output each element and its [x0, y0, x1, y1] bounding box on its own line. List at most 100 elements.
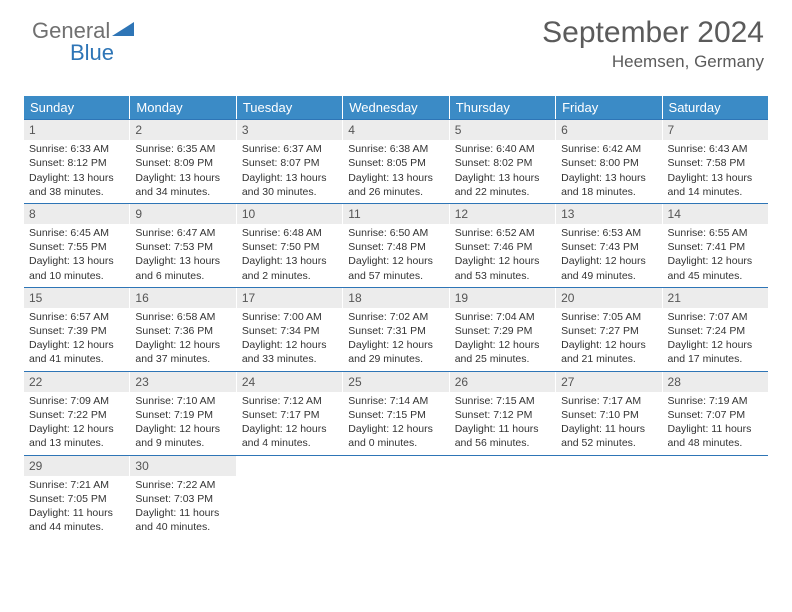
day-cell: 19Sunrise: 7:04 AMSunset: 7:29 PMDayligh… [450, 288, 556, 371]
day-cell: 10Sunrise: 6:48 AMSunset: 7:50 PMDayligh… [237, 204, 343, 287]
day-details: Sunrise: 6:58 AMSunset: 7:36 PMDaylight:… [130, 310, 235, 371]
logo: General Blue [32, 18, 134, 44]
day-cell: 24Sunrise: 7:12 AMSunset: 7:17 PMDayligh… [237, 372, 343, 455]
day-number: 22 [24, 372, 129, 392]
day-header: Sunday [24, 96, 130, 119]
day-details: Sunrise: 7:17 AMSunset: 7:10 PMDaylight:… [556, 394, 661, 455]
sunrise-line: Sunrise: 7:17 AM [561, 394, 656, 408]
day-cell: 8Sunrise: 6:45 AMSunset: 7:55 PMDaylight… [24, 204, 130, 287]
day-number: 27 [556, 372, 661, 392]
daylight-line: Daylight: 12 hours and 25 minutes. [455, 338, 550, 366]
sunset-line: Sunset: 7:29 PM [455, 324, 550, 338]
day-number: 6 [556, 120, 661, 140]
daylight-line: Daylight: 11 hours and 56 minutes. [455, 422, 550, 450]
day-number: 4 [343, 120, 448, 140]
daylight-line: Daylight: 12 hours and 33 minutes. [242, 338, 337, 366]
day-details: Sunrise: 6:52 AMSunset: 7:46 PMDaylight:… [450, 226, 555, 287]
logo-text-blue: Blue [70, 40, 114, 66]
day-cell: 2Sunrise: 6:35 AMSunset: 8:09 PMDaylight… [130, 120, 236, 203]
daylight-line: Daylight: 11 hours and 44 minutes. [29, 506, 124, 534]
day-number: 18 [343, 288, 448, 308]
header-right: September 2024 Heemsen, Germany [542, 16, 764, 72]
sunset-line: Sunset: 7:19 PM [135, 408, 230, 422]
day-cell: 13Sunrise: 6:53 AMSunset: 7:43 PMDayligh… [556, 204, 662, 287]
day-number: 16 [130, 288, 235, 308]
sunrise-line: Sunrise: 6:38 AM [348, 142, 443, 156]
daylight-line: Daylight: 12 hours and 17 minutes. [668, 338, 763, 366]
daylight-line: Daylight: 12 hours and 21 minutes. [561, 338, 656, 366]
day-cell: 26Sunrise: 7:15 AMSunset: 7:12 PMDayligh… [450, 372, 556, 455]
day-cell: 12Sunrise: 6:52 AMSunset: 7:46 PMDayligh… [450, 204, 556, 287]
day-cell [450, 456, 556, 539]
sunrise-line: Sunrise: 7:21 AM [29, 478, 124, 492]
day-details: Sunrise: 7:09 AMSunset: 7:22 PMDaylight:… [24, 394, 129, 455]
day-details: Sunrise: 7:22 AMSunset: 7:03 PMDaylight:… [130, 478, 235, 539]
sunset-line: Sunset: 7:55 PM [29, 240, 124, 254]
calendar-header-row: SundayMondayTuesdayWednesdayThursdayFrid… [24, 96, 768, 119]
sunrise-line: Sunrise: 7:04 AM [455, 310, 550, 324]
day-number: 8 [24, 204, 129, 224]
week-row: 29Sunrise: 7:21 AMSunset: 7:05 PMDayligh… [24, 455, 768, 539]
daylight-line: Daylight: 13 hours and 10 minutes. [29, 254, 124, 282]
day-cell: 23Sunrise: 7:10 AMSunset: 7:19 PMDayligh… [130, 372, 236, 455]
sunset-line: Sunset: 7:22 PM [29, 408, 124, 422]
day-cell [237, 456, 343, 539]
sunrise-line: Sunrise: 7:22 AM [135, 478, 230, 492]
daylight-line: Daylight: 12 hours and 53 minutes. [455, 254, 550, 282]
daylight-line: Daylight: 13 hours and 26 minutes. [348, 171, 443, 199]
day-number: 13 [556, 204, 661, 224]
day-number: 12 [450, 204, 555, 224]
day-cell: 28Sunrise: 7:19 AMSunset: 7:07 PMDayligh… [663, 372, 768, 455]
day-cell [663, 456, 768, 539]
week-row: 22Sunrise: 7:09 AMSunset: 7:22 PMDayligh… [24, 371, 768, 455]
week-row: 1Sunrise: 6:33 AMSunset: 8:12 PMDaylight… [24, 119, 768, 203]
daylight-line: Daylight: 13 hours and 34 minutes. [135, 171, 230, 199]
sunset-line: Sunset: 7:17 PM [242, 408, 337, 422]
day-details: Sunrise: 6:43 AMSunset: 7:58 PMDaylight:… [663, 142, 768, 203]
day-number: 24 [237, 372, 342, 392]
daylight-line: Daylight: 11 hours and 48 minutes. [668, 422, 763, 450]
day-number: 2 [130, 120, 235, 140]
daylight-line: Daylight: 12 hours and 9 minutes. [135, 422, 230, 450]
day-cell: 16Sunrise: 6:58 AMSunset: 7:36 PMDayligh… [130, 288, 236, 371]
daylight-line: Daylight: 11 hours and 52 minutes. [561, 422, 656, 450]
week-row: 15Sunrise: 6:57 AMSunset: 7:39 PMDayligh… [24, 287, 768, 371]
day-details: Sunrise: 7:00 AMSunset: 7:34 PMDaylight:… [237, 310, 342, 371]
day-details: Sunrise: 6:42 AMSunset: 8:00 PMDaylight:… [556, 142, 661, 203]
daylight-line: Daylight: 12 hours and 41 minutes. [29, 338, 124, 366]
sunset-line: Sunset: 8:12 PM [29, 156, 124, 170]
day-cell: 7Sunrise: 6:43 AMSunset: 7:58 PMDaylight… [663, 120, 768, 203]
sunset-line: Sunset: 7:53 PM [135, 240, 230, 254]
day-number: 5 [450, 120, 555, 140]
daylight-line: Daylight: 13 hours and 2 minutes. [242, 254, 337, 282]
sunrise-line: Sunrise: 7:07 AM [668, 310, 763, 324]
sunrise-line: Sunrise: 6:57 AM [29, 310, 124, 324]
sunrise-line: Sunrise: 7:10 AM [135, 394, 230, 408]
daylight-line: Daylight: 12 hours and 29 minutes. [348, 338, 443, 366]
calendar-body: 1Sunrise: 6:33 AMSunset: 8:12 PMDaylight… [24, 119, 768, 538]
sunrise-line: Sunrise: 6:47 AM [135, 226, 230, 240]
day-header: Wednesday [343, 96, 449, 119]
sunrise-line: Sunrise: 6:35 AM [135, 142, 230, 156]
sunset-line: Sunset: 8:05 PM [348, 156, 443, 170]
day-number: 28 [663, 372, 768, 392]
daylight-line: Daylight: 13 hours and 22 minutes. [455, 171, 550, 199]
day-details: Sunrise: 7:07 AMSunset: 7:24 PMDaylight:… [663, 310, 768, 371]
daylight-line: Daylight: 13 hours and 38 minutes. [29, 171, 124, 199]
day-number: 26 [450, 372, 555, 392]
sunrise-line: Sunrise: 6:42 AM [561, 142, 656, 156]
day-details: Sunrise: 7:04 AMSunset: 7:29 PMDaylight:… [450, 310, 555, 371]
sunset-line: Sunset: 7:10 PM [561, 408, 656, 422]
day-details: Sunrise: 6:35 AMSunset: 8:09 PMDaylight:… [130, 142, 235, 203]
day-details: Sunrise: 7:14 AMSunset: 7:15 PMDaylight:… [343, 394, 448, 455]
day-number: 15 [24, 288, 129, 308]
day-cell: 11Sunrise: 6:50 AMSunset: 7:48 PMDayligh… [343, 204, 449, 287]
sunrise-line: Sunrise: 6:52 AM [455, 226, 550, 240]
sunset-line: Sunset: 8:00 PM [561, 156, 656, 170]
daylight-line: Daylight: 12 hours and 0 minutes. [348, 422, 443, 450]
day-details: Sunrise: 7:12 AMSunset: 7:17 PMDaylight:… [237, 394, 342, 455]
sunset-line: Sunset: 8:07 PM [242, 156, 337, 170]
day-number: 10 [237, 204, 342, 224]
day-cell: 20Sunrise: 7:05 AMSunset: 7:27 PMDayligh… [556, 288, 662, 371]
sunrise-line: Sunrise: 6:48 AM [242, 226, 337, 240]
